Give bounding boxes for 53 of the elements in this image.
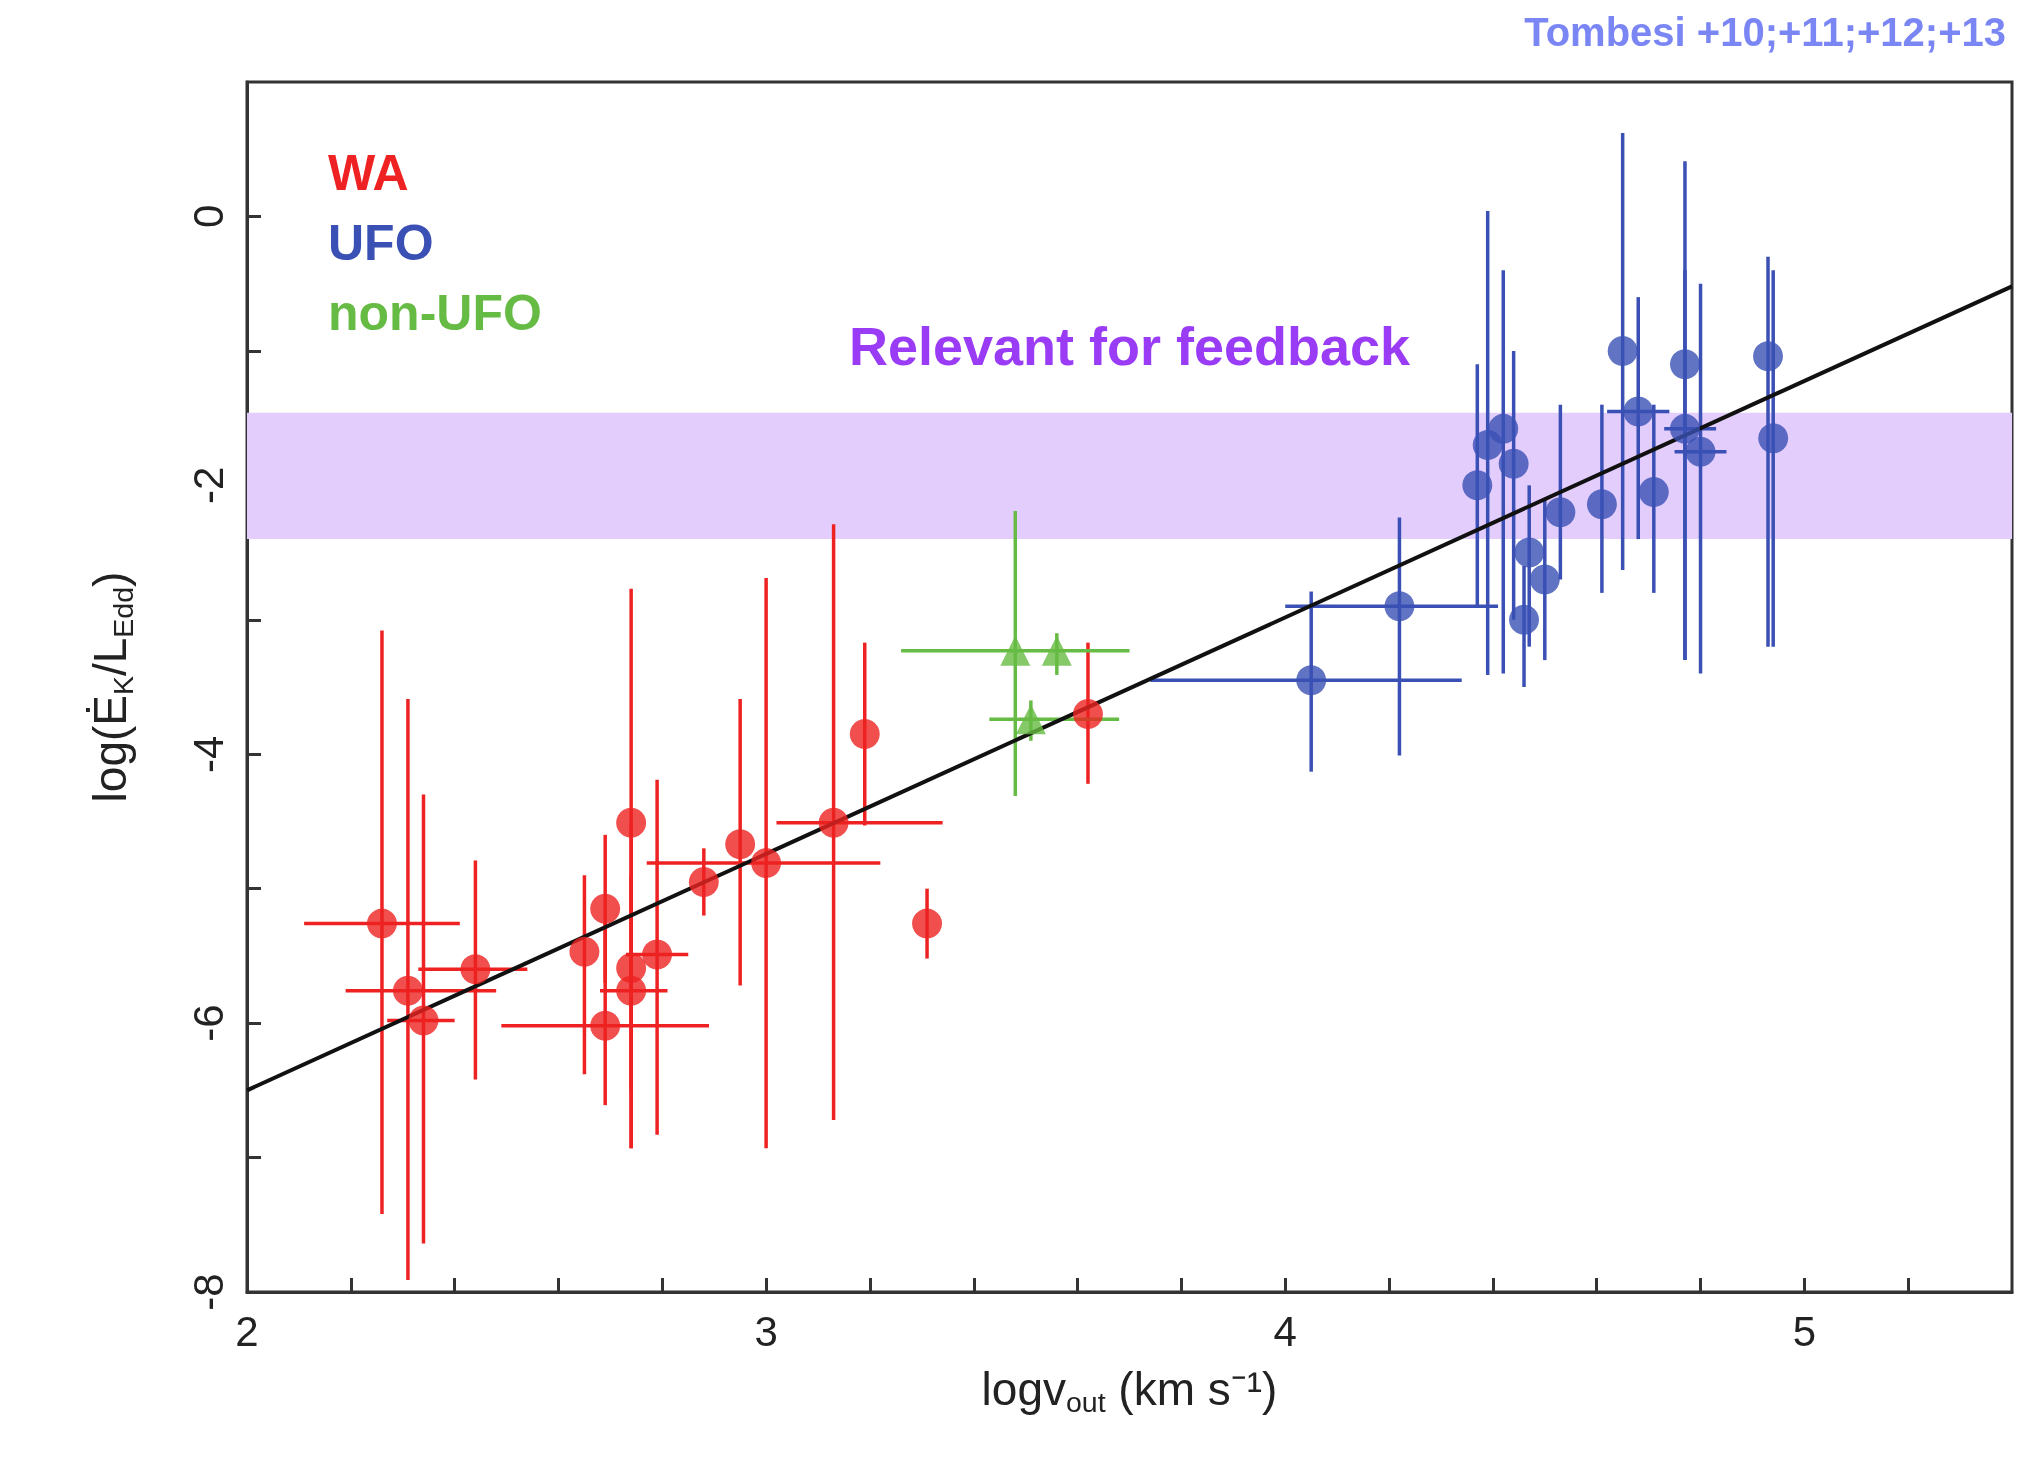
- y-tick-label: 0: [184, 204, 232, 229]
- point: [569, 936, 600, 967]
- text: Tombesi +10;+11;+12;+13: [1524, 10, 2006, 54]
- point: [1514, 537, 1545, 568]
- point: [408, 1005, 439, 1036]
- y-tick-label: -4: [184, 735, 232, 773]
- y-tick-label: -6: [184, 1004, 232, 1042]
- text: non-UFO: [328, 285, 542, 341]
- point: [1586, 489, 1617, 520]
- point: [688, 866, 719, 897]
- text: UFO: [328, 215, 434, 271]
- y-tick-label: -2: [184, 466, 232, 505]
- point: [1296, 665, 1327, 696]
- point: [1073, 698, 1103, 729]
- point: [1758, 423, 1789, 454]
- point: [392, 975, 423, 1006]
- point: [1607, 335, 1638, 366]
- y-axis-title: log(ĖK/LEdd): [83, 571, 139, 803]
- point: [590, 893, 621, 924]
- point: [1000, 635, 1031, 666]
- point: [1753, 341, 1784, 372]
- point: [460, 954, 491, 985]
- point: [818, 807, 849, 838]
- x-tick-label: 4: [1273, 1307, 1297, 1355]
- point: [1498, 448, 1529, 479]
- point: [849, 719, 880, 750]
- point: [1669, 413, 1700, 444]
- point: [912, 908, 943, 939]
- x-tick-label: 5: [1792, 1307, 1817, 1355]
- point: [725, 829, 756, 860]
- point: [1509, 604, 1540, 635]
- band-label: Relevant for feedback: [848, 315, 1412, 376]
- text: WA: [328, 145, 409, 201]
- point: [616, 807, 647, 838]
- y-tick-label: -8: [184, 1273, 232, 1311]
- point: [642, 939, 673, 970]
- point: [1669, 349, 1700, 380]
- point: [1545, 497, 1576, 528]
- point: [1384, 591, 1415, 622]
- point: [367, 908, 397, 939]
- point: [1529, 564, 1560, 595]
- point: [1015, 704, 1046, 735]
- point: [1638, 477, 1669, 508]
- point: [616, 953, 647, 983]
- point: [1462, 470, 1493, 501]
- point: [1488, 413, 1519, 444]
- point: [751, 848, 782, 879]
- x-tick-label: 2: [235, 1307, 259, 1355]
- point: [1041, 635, 1072, 666]
- point: [590, 1010, 621, 1041]
- point: [1623, 396, 1654, 427]
- point: [1685, 436, 1716, 467]
- x-tick-label: 3: [754, 1307, 778, 1355]
